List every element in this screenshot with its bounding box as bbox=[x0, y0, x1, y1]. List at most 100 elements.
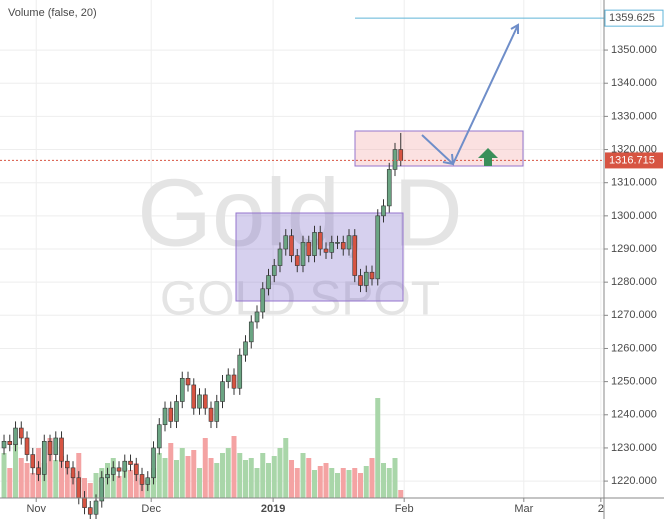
volume-bar bbox=[122, 468, 128, 498]
volume-bar bbox=[248, 458, 254, 498]
candle-body bbox=[340, 242, 346, 250]
volume-bar bbox=[13, 443, 19, 498]
watermark-subtitle: GOLD SPOT bbox=[160, 273, 440, 326]
candle-body bbox=[13, 427, 18, 445]
x-tick-label: Mar bbox=[514, 503, 533, 515]
candle-body bbox=[369, 271, 375, 280]
y-tick-label: 1350.000 bbox=[611, 44, 657, 56]
volume-bar bbox=[277, 448, 283, 498]
candle-body bbox=[99, 477, 105, 502]
volume-legend: Volume (false, 20) bbox=[8, 7, 97, 19]
volume-bar bbox=[358, 473, 364, 498]
candle-body bbox=[1, 441, 7, 449]
candle-body bbox=[197, 394, 202, 409]
volume-bar bbox=[179, 448, 185, 498]
volume-bar bbox=[300, 453, 306, 498]
candle-body bbox=[220, 381, 225, 402]
candle-body bbox=[30, 454, 36, 469]
volume-bar bbox=[53, 460, 59, 498]
volume-bar bbox=[30, 473, 36, 498]
y-tick-label: 1290.000 bbox=[611, 243, 657, 255]
x-tick-label: Dec bbox=[141, 503, 161, 515]
candle-body bbox=[47, 441, 53, 455]
y-tick-label: 1280.000 bbox=[611, 276, 657, 288]
candle-body bbox=[76, 477, 82, 498]
candle-body bbox=[381, 205, 386, 217]
y-tick-label: 1270.000 bbox=[611, 309, 657, 321]
volume-bar bbox=[82, 478, 88, 498]
candle-body bbox=[162, 407, 168, 426]
volume-bar bbox=[381, 463, 387, 498]
y-tick-label: 1250.000 bbox=[611, 376, 657, 388]
volume-bar bbox=[18, 458, 24, 498]
volume-bar bbox=[214, 463, 220, 498]
candle-body bbox=[179, 378, 185, 402]
volume-bar bbox=[231, 436, 237, 498]
candle-body bbox=[202, 394, 208, 409]
candle-body bbox=[289, 235, 294, 256]
candle-body bbox=[93, 500, 99, 515]
volume-bar bbox=[375, 398, 381, 498]
candle-body bbox=[329, 242, 335, 253]
candle-body bbox=[18, 427, 24, 439]
candle-body bbox=[110, 467, 116, 475]
volume-bar bbox=[128, 470, 134, 498]
candle-body bbox=[358, 275, 363, 286]
volume-bar bbox=[24, 463, 30, 498]
candle-body bbox=[145, 477, 151, 485]
volume-bar bbox=[59, 456, 65, 498]
volume-bar bbox=[1, 453, 7, 498]
volume-bar bbox=[306, 458, 312, 498]
volume-bar bbox=[202, 438, 208, 498]
volume-bar bbox=[340, 468, 346, 498]
candle-body bbox=[335, 242, 340, 244]
volume-bar bbox=[254, 468, 260, 498]
candle-body bbox=[392, 149, 398, 170]
volume-bar bbox=[70, 473, 76, 498]
candle-body bbox=[7, 441, 13, 445]
levels: 1359.625 1316.715 bbox=[0, 9, 664, 169]
candle-body bbox=[375, 215, 381, 280]
x-tick-label: Nov bbox=[26, 503, 46, 515]
volume-bar bbox=[156, 453, 162, 498]
volume-bar bbox=[243, 460, 249, 498]
candle-body bbox=[398, 149, 404, 161]
candle-body bbox=[231, 374, 237, 389]
candle-body bbox=[254, 311, 260, 323]
volume-bar bbox=[197, 468, 203, 498]
volume-bar bbox=[64, 468, 70, 498]
candle-body bbox=[59, 437, 64, 462]
volume-bar bbox=[386, 468, 392, 498]
candle-body bbox=[225, 374, 231, 382]
candle-body bbox=[156, 424, 162, 449]
candle-body bbox=[271, 265, 277, 276]
x-tick-label: 2 bbox=[598, 503, 604, 515]
volume-bar bbox=[346, 470, 352, 498]
volume-bar bbox=[7, 468, 13, 498]
last-price-box bbox=[605, 152, 663, 169]
volume-bar bbox=[191, 450, 197, 498]
candle-body bbox=[139, 474, 145, 485]
candle-body bbox=[306, 242, 312, 256]
volume-bar bbox=[208, 458, 214, 498]
volume-bar bbox=[174, 460, 180, 498]
candle-body bbox=[352, 235, 358, 276]
candle-body bbox=[24, 437, 30, 455]
candle-body bbox=[53, 437, 59, 455]
candle-body bbox=[70, 467, 76, 479]
volume-bar bbox=[93, 473, 99, 498]
candle-body bbox=[36, 467, 41, 475]
candle-body bbox=[363, 271, 369, 286]
candle-body bbox=[105, 474, 110, 479]
y-tick-label: 1300.000 bbox=[611, 210, 657, 222]
level-label: 1359.625 bbox=[609, 12, 655, 24]
volume-bar bbox=[312, 470, 318, 498]
up-arrow-icon bbox=[478, 148, 498, 166]
y-tick-label: 1230.000 bbox=[611, 442, 657, 454]
volume-bar bbox=[398, 490, 404, 498]
volume-bar bbox=[271, 456, 277, 498]
candle-body bbox=[312, 232, 317, 256]
level-label-box bbox=[604, 9, 664, 27]
